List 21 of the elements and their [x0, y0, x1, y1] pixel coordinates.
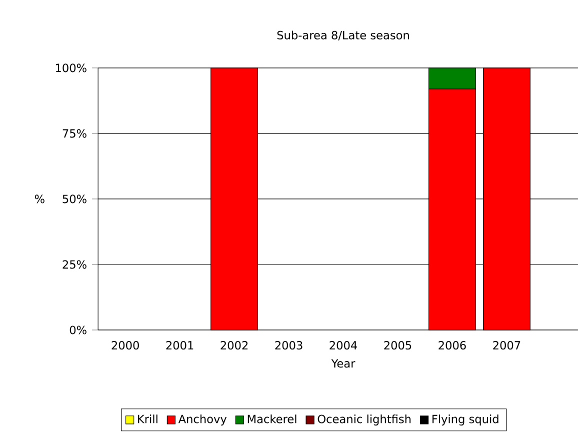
y-tick-label: 75% — [62, 129, 86, 138]
legend-label: Oceanic lightfish — [318, 414, 411, 426]
x-tick-label: 2002 — [220, 340, 248, 350]
x-tick-label: 2000 — [112, 340, 139, 350]
x-tick-label: 2004 — [330, 340, 357, 350]
legend-label: Anchovy — [178, 414, 227, 426]
x-tick-label: 2006 — [438, 340, 466, 350]
x-axis-title: Year — [331, 359, 356, 368]
x-tick-label: 2003 — [275, 340, 302, 350]
legend-label: Krill — [138, 414, 158, 424]
y-tick-label: 100% — [56, 64, 86, 72]
x-tick-label: 2007 — [493, 340, 520, 350]
legend-label: Flying squid — [432, 414, 498, 426]
chart-title: Sub-area 8/Late season — [277, 30, 409, 40]
y-tick-label: 0% — [70, 326, 86, 334]
x-tick-label: 2001 — [166, 340, 194, 350]
x-tick-label: 2005 — [384, 340, 412, 350]
legend-label: Mackerel — [248, 414, 296, 424]
y-tick-label: 50% — [62, 194, 86, 204]
y-tick-label: 25% — [62, 260, 86, 269]
y-axis-title: % — [34, 194, 44, 204]
